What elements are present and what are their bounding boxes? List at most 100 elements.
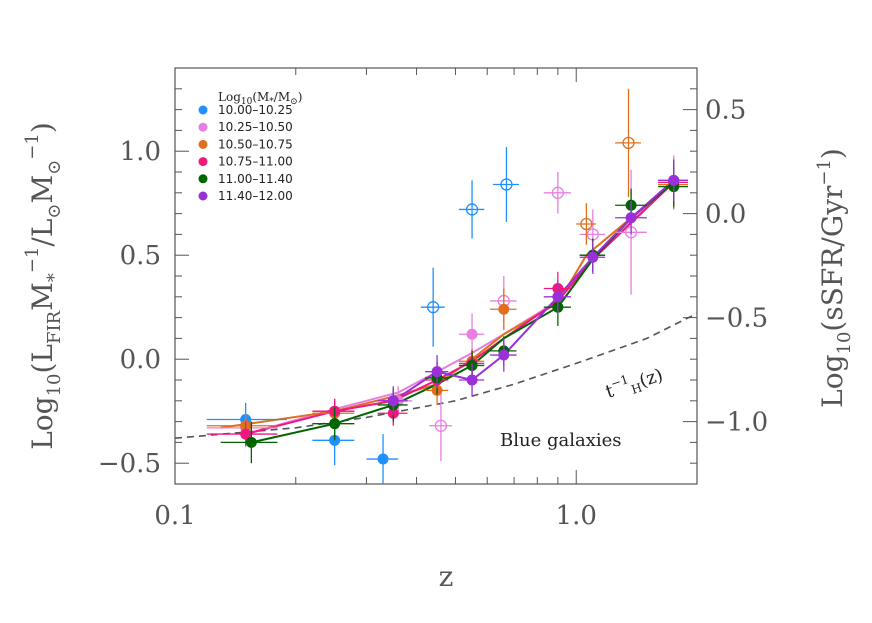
y-tick-label: 0.0	[120, 345, 161, 375]
legend-entry: 10.00–10.25	[218, 103, 293, 117]
y-axis-label: Log10(LFIRM*−1/L⊙M⊙−1)	[22, 122, 65, 450]
legend-marker	[198, 174, 208, 184]
ylabel-m2: M	[26, 175, 59, 204]
ylabel-open: (L	[26, 344, 59, 374]
legend-entry: 10.50–10.75	[218, 137, 293, 151]
data-point	[490, 338, 517, 372]
filled-marker	[587, 251, 599, 263]
data-point	[220, 421, 278, 464]
ylabel-sun2: ⊙	[44, 160, 65, 175]
y2label-sub10: 10	[834, 332, 855, 355]
ylabel-sup1: −1	[22, 247, 43, 274]
data-point	[458, 313, 485, 356]
y-tick-label: −0.5	[98, 449, 161, 479]
data-point	[377, 386, 408, 416]
data-point	[458, 180, 485, 239]
open-marker	[551, 186, 565, 199]
filled-marker	[431, 366, 443, 378]
ylabel-slash: /L	[26, 219, 59, 247]
legend-title-close: )	[298, 90, 303, 104]
ylabel-sub10: 10	[44, 374, 65, 397]
hubble-z: (z)	[637, 365, 666, 392]
legend-title-slash: /M	[274, 90, 290, 104]
series-fit-line	[392, 179, 675, 402]
hubble-sub: H	[630, 380, 644, 397]
legend-title-star: *	[269, 97, 274, 107]
fit-lines-layer	[220, 179, 675, 444]
filled-marker	[387, 395, 399, 407]
open-marker	[465, 203, 479, 216]
filled-marker	[498, 349, 510, 361]
y-tick-label: 1.0	[120, 137, 161, 167]
y2label-log: Log	[816, 354, 849, 407]
legend-marker	[198, 122, 208, 132]
ylabel-log: Log	[26, 396, 59, 449]
data-point	[458, 363, 485, 397]
legend-entry: 10.75–11.00	[218, 155, 293, 169]
data-point	[425, 355, 449, 389]
y-tick-label: 0.5	[120, 241, 161, 271]
data-points-layer	[206, 88, 689, 484]
ylabel-close: )	[26, 122, 59, 133]
y2-tick-label: −0.5	[705, 304, 768, 334]
filled-marker	[329, 418, 341, 430]
filled-marker	[466, 374, 478, 386]
filled-marker	[625, 212, 637, 224]
ylabel-fir: FIR	[44, 310, 65, 344]
y2label-close: )	[816, 148, 849, 159]
filled-marker	[668, 174, 680, 186]
y2-tick-label: 0.5	[705, 96, 746, 126]
x-tick-label: 0.1	[154, 501, 195, 531]
y2-tick-label: 0.0	[705, 200, 746, 230]
x-axis-label: z	[439, 560, 454, 593]
ylabel-sun1: ⊙	[44, 203, 65, 218]
legend-entry: 10.25–10.50	[218, 120, 293, 134]
series-fit-line	[251, 181, 675, 444]
legend-title-m: (M	[252, 90, 269, 104]
legend-marker	[198, 191, 208, 201]
ylabel-m: M	[26, 282, 59, 311]
data-point	[615, 201, 647, 235]
open-marker	[434, 419, 448, 432]
data-point	[366, 434, 399, 484]
open-marker	[622, 136, 635, 150]
data-point	[490, 288, 517, 331]
data-point	[543, 172, 571, 214]
filled-marker	[552, 291, 564, 303]
sample-label: Blue galaxies	[500, 430, 622, 451]
open-marker	[427, 301, 440, 314]
filled-marker	[466, 328, 478, 340]
legend-title: Log10(M*/M⊙)	[218, 90, 302, 107]
filled-marker	[240, 428, 252, 440]
data-point	[312, 407, 355, 441]
data-point	[615, 88, 641, 197]
data-point	[658, 159, 689, 202]
filled-marker	[245, 436, 257, 448]
y2label-sup: −1	[814, 159, 835, 186]
filled-marker	[377, 453, 389, 465]
data-point	[579, 240, 606, 274]
filled-marker	[498, 303, 510, 315]
ylabel-star: *	[44, 273, 65, 282]
data-point	[543, 280, 571, 314]
open-marker	[580, 217, 593, 231]
y2label-body: (sSFR/Gyr	[816, 185, 849, 332]
legend: Log10(M*/M⊙)10.00–10.25 10.25–10.50 10.50–…	[198, 90, 302, 203]
axis-labels: t−1H(z)Blue galaxieszLog10(LFIRM*−1/L⊙M⊙…	[22, 122, 855, 593]
y2-tick-label: −1.0	[705, 408, 768, 438]
legend-title-sub: 10	[241, 97, 253, 107]
legend-entry: 11.00–11.40	[218, 172, 293, 186]
legend-marker	[198, 139, 208, 149]
legend-title-log: Log	[218, 90, 241, 104]
open-marker	[500, 178, 513, 191]
hubble-sup: −1	[609, 372, 630, 391]
data-point	[429, 390, 452, 462]
hubble-curve-layer	[174, 312, 698, 439]
ylabel-sup2: −1	[22, 133, 43, 160]
hubble-time-curve	[174, 312, 698, 439]
legend-marker	[198, 157, 208, 167]
y2-axis-label: Log10(sSFR/Gyr−1)	[814, 148, 855, 408]
x-tick-label: 1.0	[556, 501, 597, 531]
legend-entry: 11.40–12.00	[218, 189, 293, 203]
